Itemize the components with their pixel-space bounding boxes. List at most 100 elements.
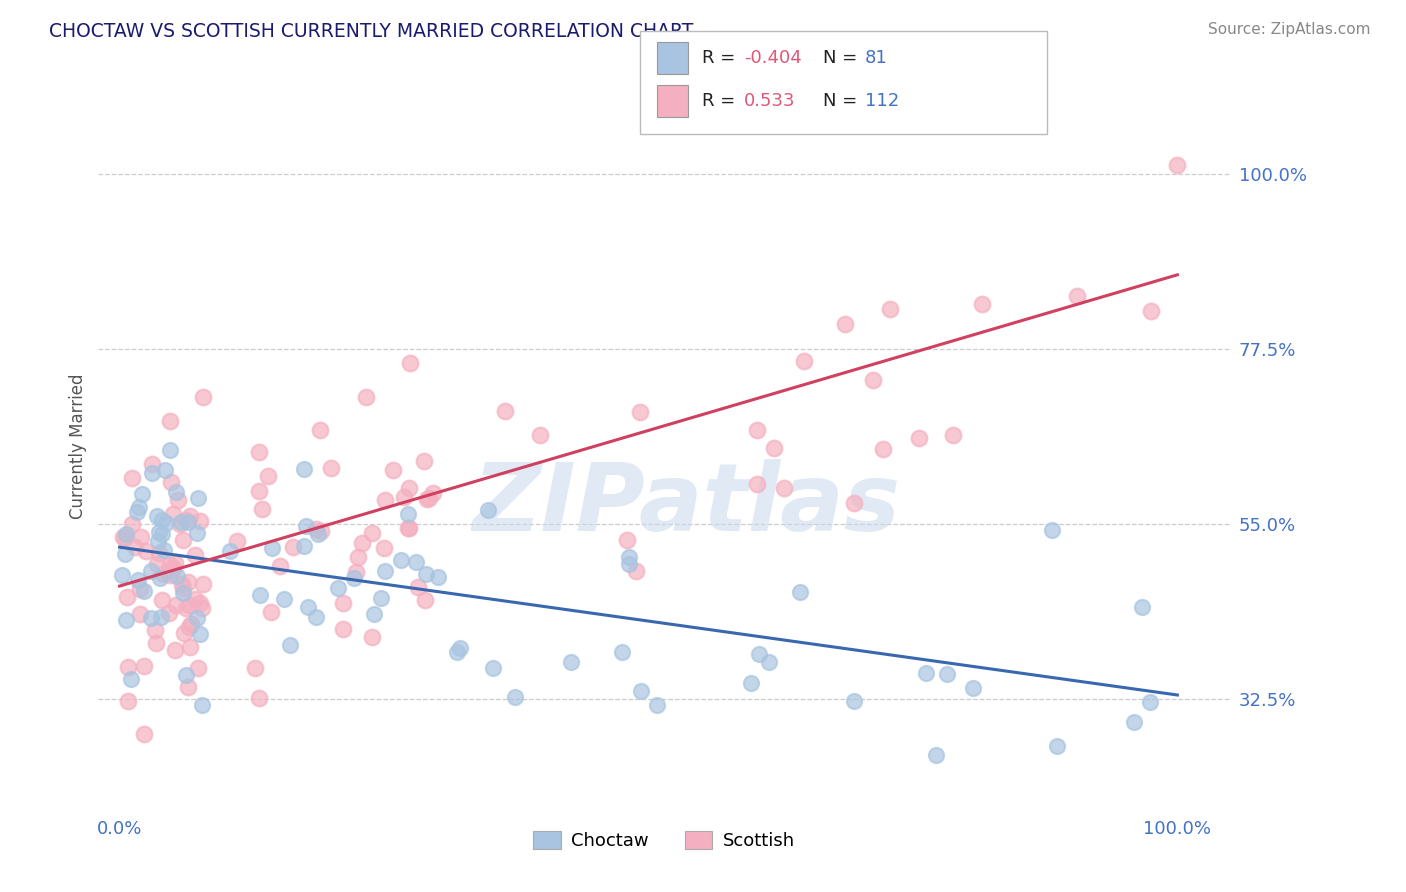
Point — [111, 568, 134, 582]
Point — [170, 577, 193, 591]
Point — [295, 519, 318, 533]
Point — [177, 620, 200, 634]
Text: -0.404: -0.404 — [744, 49, 801, 67]
Point — [616, 533, 638, 547]
Point — [145, 635, 167, 649]
Point — [834, 318, 856, 332]
Point — [396, 521, 419, 535]
Text: Source: ZipAtlas.com: Source: ZipAtlas.com — [1208, 22, 1371, 37]
Point — [772, 481, 794, 495]
Point — [243, 661, 266, 675]
Point — [174, 512, 197, 526]
Point — [193, 576, 215, 591]
Point — [250, 502, 273, 516]
Point — [165, 485, 187, 500]
Point — [159, 558, 181, 573]
Point — [159, 568, 181, 582]
Point — [146, 534, 169, 549]
Point — [127, 573, 149, 587]
Point — [121, 471, 143, 485]
Y-axis label: Currently Married: Currently Married — [69, 373, 87, 519]
Legend: Choctaw, Scottish: Choctaw, Scottish — [526, 823, 803, 857]
Point — [422, 485, 444, 500]
Point — [145, 508, 167, 523]
Point — [184, 548, 207, 562]
Point — [186, 526, 208, 541]
Point — [150, 593, 173, 607]
Point — [150, 526, 173, 541]
Point — [131, 486, 153, 500]
Point — [1046, 739, 1069, 754]
Point — [191, 601, 214, 615]
Point — [150, 513, 173, 527]
Point — [763, 441, 786, 455]
Point — [1122, 715, 1144, 730]
Point — [159, 415, 181, 429]
Point — [269, 559, 291, 574]
Point — [758, 655, 780, 669]
Point — [162, 562, 184, 576]
Point — [935, 667, 957, 681]
Point — [789, 584, 811, 599]
Point — [1166, 158, 1188, 172]
Point — [190, 514, 212, 528]
Point — [132, 727, 155, 741]
Point — [1140, 303, 1163, 318]
Point — [630, 683, 652, 698]
Point — [373, 541, 395, 555]
Point — [146, 557, 169, 571]
Point — [165, 642, 187, 657]
Point — [125, 505, 148, 519]
Point — [111, 530, 134, 544]
Point — [262, 541, 284, 555]
Point — [259, 605, 281, 619]
Point — [360, 631, 382, 645]
Point — [162, 561, 184, 575]
Point — [226, 533, 249, 548]
Text: ZIPatlas: ZIPatlas — [472, 458, 901, 550]
Point — [188, 627, 211, 641]
Text: 81: 81 — [865, 49, 887, 67]
Point — [117, 694, 139, 708]
Point — [169, 516, 191, 531]
Text: CHOCTAW VS SCOTTISH CURRENTLY MARRIED CORRELATION CHART: CHOCTAW VS SCOTTISH CURRENTLY MARRIED CO… — [49, 22, 693, 41]
Point — [172, 585, 194, 599]
Text: R =: R = — [702, 49, 741, 67]
Point — [121, 516, 143, 531]
Point — [249, 588, 271, 602]
Point — [374, 492, 396, 507]
Point — [389, 553, 412, 567]
Point — [328, 581, 350, 595]
Point — [745, 477, 768, 491]
Point — [305, 522, 328, 536]
Point — [141, 457, 163, 471]
Point — [278, 639, 301, 653]
Point — [617, 558, 640, 572]
Point — [350, 536, 373, 550]
Point — [297, 599, 319, 614]
Point — [132, 659, 155, 673]
Point — [148, 524, 170, 539]
Point — [292, 462, 315, 476]
Point — [187, 661, 209, 675]
Point — [405, 556, 427, 570]
Point — [343, 571, 366, 585]
Point — [307, 526, 329, 541]
Point — [844, 496, 866, 510]
Point — [292, 539, 315, 553]
Point — [415, 566, 437, 581]
Point — [793, 354, 815, 368]
Text: N =: N = — [823, 49, 862, 67]
Point — [120, 672, 142, 686]
Point — [152, 567, 174, 582]
Text: N =: N = — [823, 92, 862, 110]
Point — [617, 549, 640, 564]
Point — [381, 463, 404, 477]
Point — [115, 613, 138, 627]
Point — [143, 623, 166, 637]
Point — [962, 681, 984, 695]
Point — [129, 607, 152, 621]
Point — [135, 544, 157, 558]
Point — [128, 500, 150, 514]
Point — [319, 461, 342, 475]
